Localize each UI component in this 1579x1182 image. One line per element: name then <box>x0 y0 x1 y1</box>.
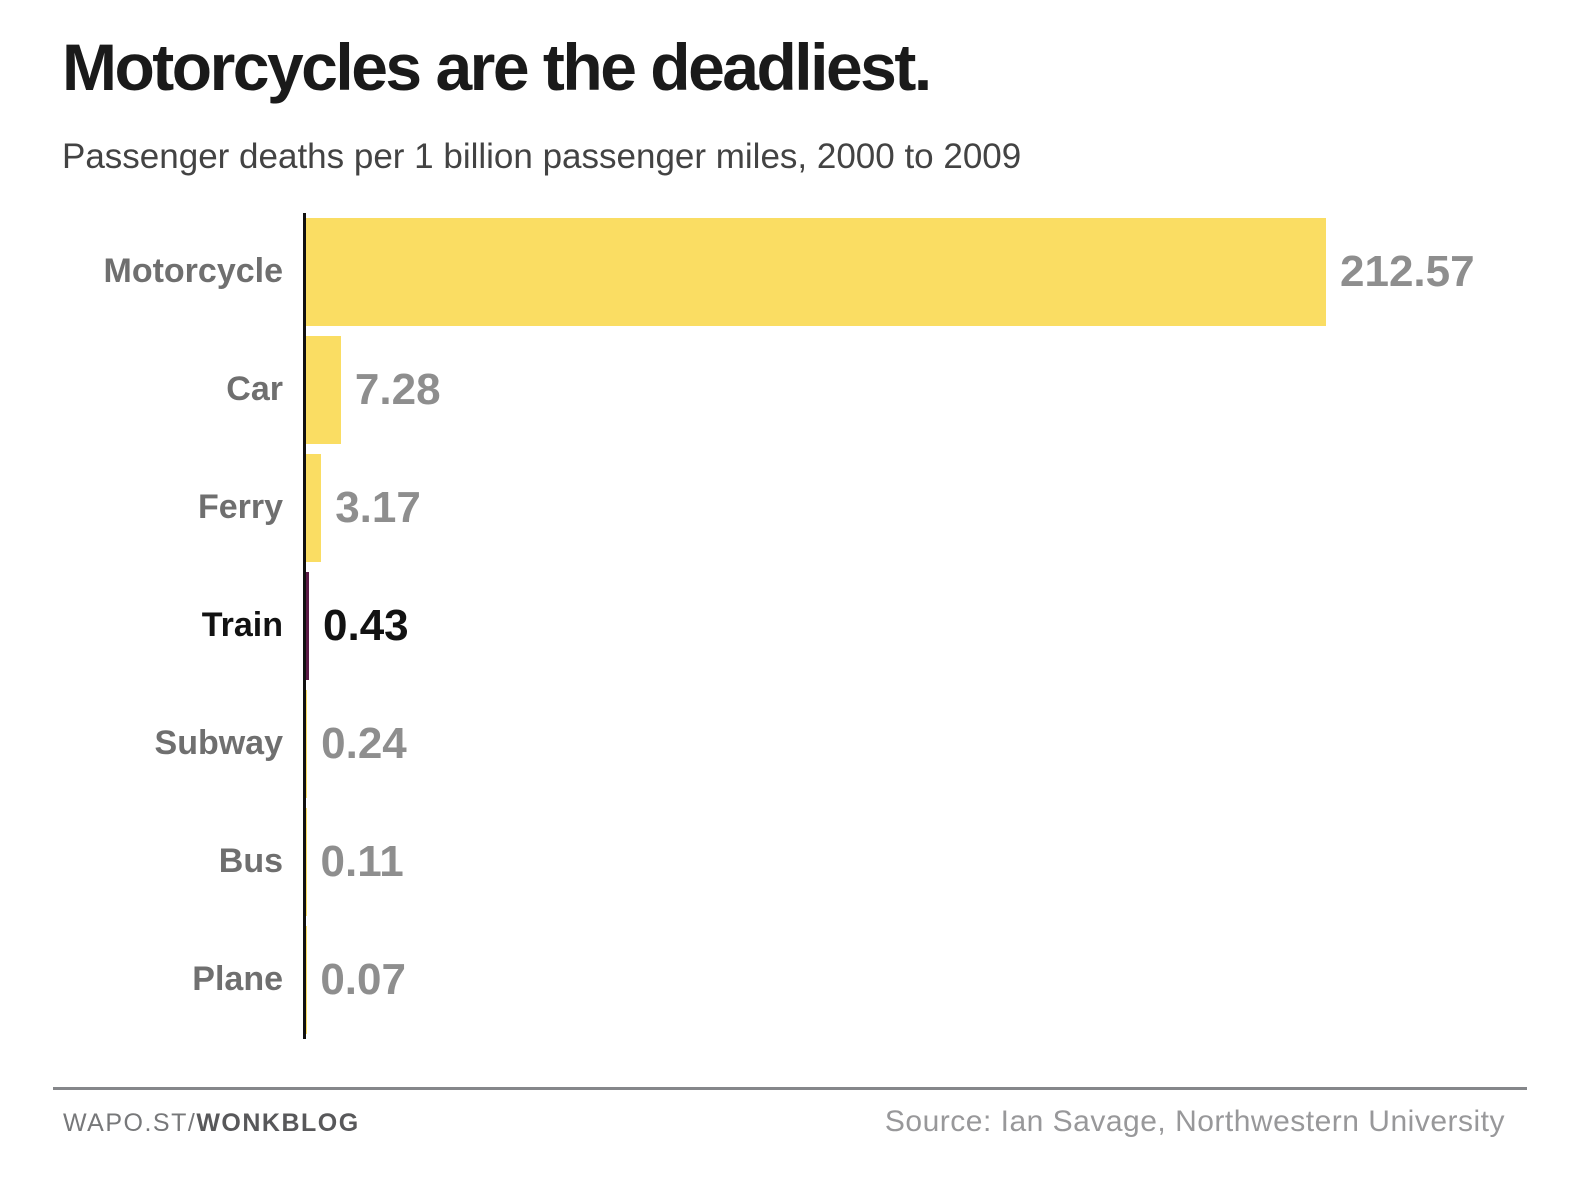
bar-track: 0.07 <box>303 920 1579 1039</box>
bar <box>306 807 307 916</box>
bar <box>306 689 308 798</box>
category-label: Train <box>201 606 283 644</box>
bar-row: Subway 0.24 <box>62 684 1579 803</box>
value-label: 7.28 <box>354 364 441 414</box>
value-label: 212.57 <box>1340 246 1475 296</box>
value-label: 3.17 <box>335 482 421 532</box>
bar-row: Train 0.43 <box>62 566 1579 685</box>
footer: WAPO.ST/WONKBLOG Source: Ian Savage, Nor… <box>53 1087 1527 1139</box>
bar <box>306 335 341 444</box>
branding-blog: WONKBLOG <box>196 1109 360 1137</box>
footer-row: WAPO.ST/WONKBLOG Source: Ian Savage, Nor… <box>53 1090 1527 1139</box>
value-label: 0.07 <box>320 954 406 1004</box>
branding: WAPO.ST/WONKBLOG <box>63 1109 360 1138</box>
bar <box>306 453 322 562</box>
bar-row: Plane 0.07 <box>62 920 1579 1039</box>
bar-row: Bus 0.11 <box>62 802 1579 921</box>
bar-track: 212.57 <box>303 212 1579 331</box>
bar-row: Motorcycle 212.57 <box>62 212 1579 331</box>
value-label: 0.43 <box>323 600 409 650</box>
bar-chart: Motorcycle 212.57 Car 7.28 Ferry 3.17 Train 0.4… <box>62 212 1579 1039</box>
bar-row: Ferry 3.17 <box>62 448 1579 567</box>
category-label: Car <box>226 370 283 408</box>
value-label: 0.24 <box>321 718 407 768</box>
bar-track: 3.17 <box>303 448 1579 567</box>
source-credit: Source: Ian Savage, Northwestern Univers… <box>884 1105 1505 1138</box>
bar-track: 0.11 <box>303 802 1579 921</box>
category-label: Ferry <box>197 488 283 526</box>
bar <box>306 571 309 680</box>
category-label: Bus <box>218 842 283 880</box>
chart-subtitle: Passenger deaths per 1 billion passenger… <box>62 137 1022 176</box>
category-label: Motorcycle <box>103 252 284 290</box>
bar-track: 0.43 <box>303 566 1579 685</box>
bar <box>306 217 1326 326</box>
branding-site: WAPO.ST/ <box>63 1109 197 1137</box>
chart-title: Motorcycles are the deadliest. <box>62 30 932 104</box>
bar-row: Car 7.28 <box>62 330 1579 449</box>
category-label: Subway <box>154 724 283 762</box>
bar-track: 0.24 <box>303 684 1579 803</box>
bar-track: 7.28 <box>303 330 1579 449</box>
category-label: Plane <box>192 960 283 998</box>
value-label: 0.11 <box>320 836 404 886</box>
